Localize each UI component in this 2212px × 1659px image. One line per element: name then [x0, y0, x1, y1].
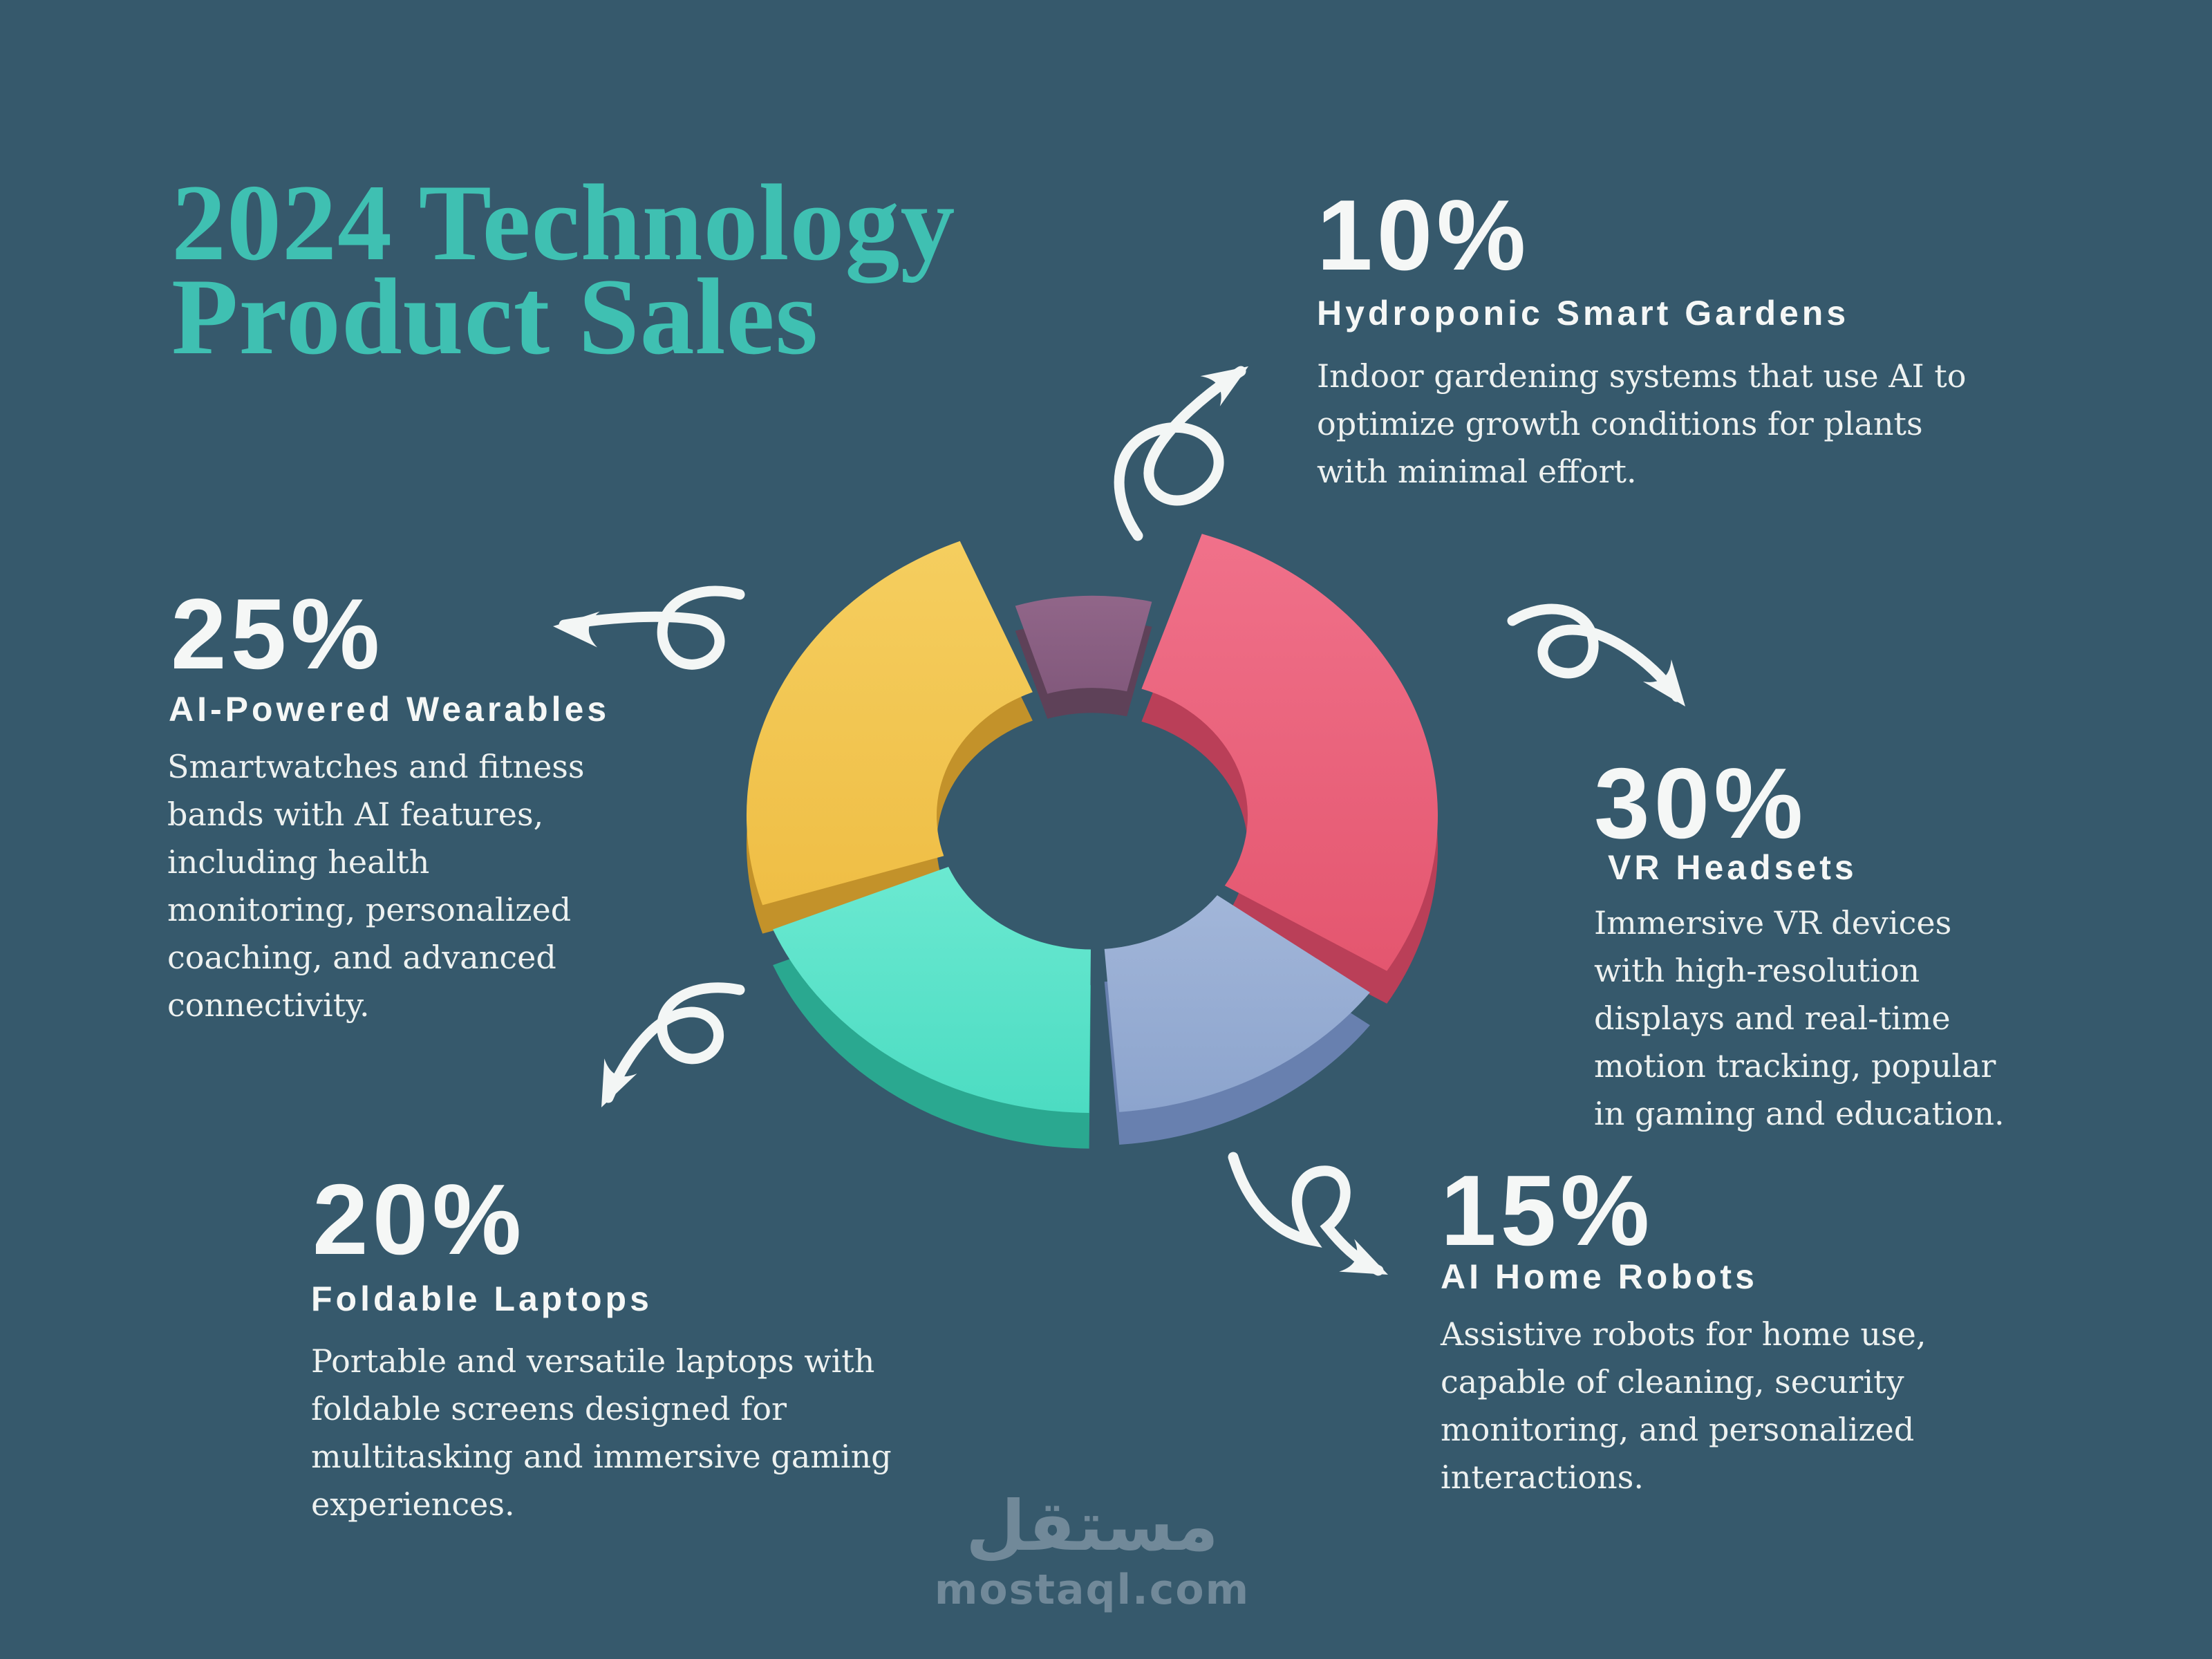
stat-laptops-label: Foldable Laptops	[311, 1280, 653, 1318]
watermark-domain: mostaql.com	[934, 1566, 1250, 1614]
stat-laptops-percent: 20%	[312, 1163, 526, 1275]
stat-vr-percent: 30%	[1594, 747, 1808, 859]
stat-robots-description: Assistive robots for home use, capable o…	[1441, 1315, 1927, 1496]
stat-robots-label: AI Home Robots	[1441, 1257, 1758, 1296]
donut-slice-foldable-laptops	[773, 867, 1091, 1149]
stat-wearables-label: AI-Powered Wearables	[169, 690, 610, 729]
curly-arrow-to-robots-icon	[1228, 1152, 1396, 1291]
stat-vr-description: Immersive VR devices with high-resolutio…	[1594, 904, 2005, 1132]
curly-arrow-to-laptops-icon	[585, 982, 745, 1115]
page-title-line1: 2024 Technology	[171, 162, 956, 283]
stat-robots-percent: 15%	[1441, 1154, 1654, 1266]
donut-slice-hydroponic-smart-gardens	[1015, 595, 1152, 719]
watermark-arabic-logo: مستقل	[966, 1485, 1219, 1566]
watermark: مستقل mostaql.com	[850, 1486, 1334, 1614]
curly-arrow-to-wearables-icon	[552, 585, 745, 670]
donut-slice-ai-powered-wearables	[746, 541, 1033, 934]
stat-laptops-description: Portable and versatile laptops with fold…	[311, 1342, 892, 1523]
stat-hydroponic-description: Indoor gardening systems that use AI to …	[1317, 357, 1967, 490]
stat-hydroponic-percent: 10%	[1317, 179, 1530, 291]
stat-wearables-percent: 25%	[171, 578, 384, 690]
curly-arrow-to-vr-icon	[1507, 603, 1700, 718]
page-title: 2024 Technology Product Sales	[171, 162, 956, 377]
donut-slice-ai-home-robots	[1104, 895, 1370, 1145]
stat-vr-label: VR Headsets	[1608, 848, 1857, 887]
page-title-line2: Product Sales	[171, 256, 819, 377]
donut-slice-vr-headsets	[1141, 534, 1438, 1004]
stat-hydroponic-label: Hydroponic Smart Gardens	[1317, 294, 1850, 332]
stat-wearables-description: Smartwatches and fitness bands with AI f…	[167, 748, 585, 1024]
curly-arrow-to-hydroponic-icon	[1114, 351, 1259, 541]
donut-chart	[746, 534, 1438, 1149]
